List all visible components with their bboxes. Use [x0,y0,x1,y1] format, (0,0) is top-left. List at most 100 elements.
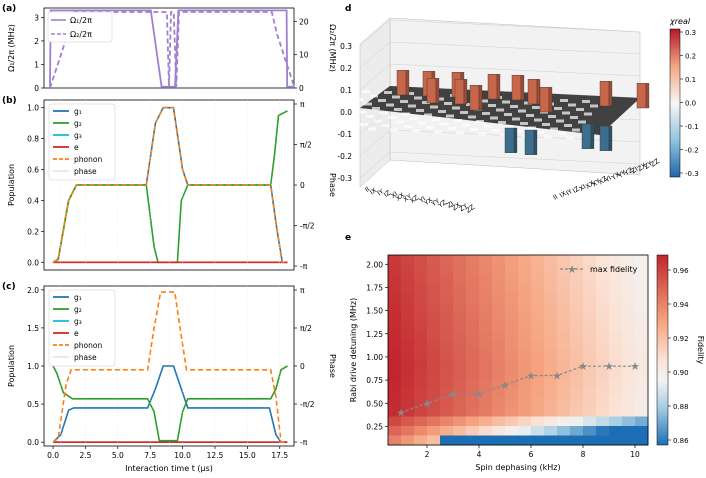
series-c-0 [52,365,288,443]
axis-label-d: ZY [458,202,470,213]
axis-label-d: XX [394,191,406,203]
legend-c-4: phonon [74,341,102,350]
max-fidelity-point-2: ★ [448,388,458,401]
axis-label-d: YY [429,197,441,209]
panel-label-d: d [345,4,351,14]
colorbar-d-ticks: 0.3 0.2 0.1 0.0 -0.1 -0.2 -0.3 [680,29,699,178]
ytick-e: 1.00 [366,353,383,362]
bar-d-5 [426,78,437,104]
ytick-c-left: 1.0 [27,362,39,371]
legend-c-3: e [74,329,79,338]
bar-d-4 [511,75,522,101]
axis-label-d: ZZ [464,203,476,215]
cbtick-e: 0.86 [673,437,689,445]
bars-d [396,70,650,155]
axis-label-d2: YY [616,169,628,181]
xtick-c: 10.0 [174,451,191,460]
legend-e: ★ max fidelity [560,263,638,276]
ztick-d: -0.1 [337,130,352,139]
ytick-a-left: 2 [34,37,39,46]
xtick-e: 8 [581,450,586,459]
legend-b-0: g₁ [74,107,82,116]
ytick-b-left: 0.8 [27,135,39,144]
max-fidelity-point-6: ★ [552,369,562,382]
xtick-c: 12.5 [207,451,224,460]
ticks-b-left: 0.0 0.2 0.4 0.6 0.8 1.0 [27,104,44,267]
bar-d-6 [454,79,465,105]
xtick-e: 10 [630,450,640,459]
legend-b-3: e [74,143,79,152]
cbtick-e: 0.88 [673,403,689,411]
series-b-4 [52,106,288,264]
ticks-a-right: 0 10 20 [294,17,309,93]
xtick-c: 17.5 [271,451,288,460]
bar-d-0 [396,70,407,96]
axis-label-d: IZ [382,188,392,199]
axis-label-d2: ZY [643,159,655,170]
panel-a: (a) 0 1 2 3 0 10 20 Ω₁/2π (MHz) Ω₂/2π (MHz) Ω… [2,4,337,93]
max-fidelity-line: ★ ★ ★ ★ ★ ★ ★ ★ ★ ★ [396,360,640,419]
xlabel-c: Interaction time t (μs) [125,464,213,473]
axis-label-d: II [363,185,371,194]
axis-label-d2: IY [565,187,574,197]
axis-label-d2: II [552,193,560,202]
legend-c: g₁ g₂ g₃ e phonon phase [48,289,116,367]
ytick-e: 0.25 [366,422,383,431]
axis-label-d2: IX [558,189,568,200]
max-fidelity-point-5: ★ [526,369,536,382]
ticks-c-left: 0.0 0.5 1.0 1.5 2.0 [27,286,44,447]
series-group-c [52,286,288,446]
axis-label-d2: XX [584,179,596,191]
ztick-d: -0.2 [337,152,352,161]
ytick-e: 2.00 [366,260,383,269]
axis-label-d2: IZ [571,185,581,196]
bar-d-8 [599,81,610,107]
axis-label-d: YI [417,195,427,206]
ticks-b-right: -π -π/2 0 π/2 π [294,100,315,271]
xtick-c: 7.5 [144,451,156,460]
bar-d-3 [487,74,498,100]
legend-c-5: phase [74,353,97,362]
ytick-e: 1.25 [366,330,383,339]
colorbar-d-label: χreal [669,17,691,26]
ytick-e: 1.50 [366,307,383,316]
colorbar-d [669,28,681,178]
ytick-e: 0.50 [366,399,383,408]
ytick-e: 1.75 [366,283,383,292]
ytick-b-left: 0.6 [27,166,39,175]
cbtick-d: 0.1 [685,76,696,84]
ylabel-c-right: Phase [328,354,337,378]
max-fidelity-point-1: ★ [422,397,432,410]
ylabel-b-left: Population [7,164,16,206]
ytick-a-right: 20 [299,17,309,26]
ticks-c-x: 0.0 2.5 5.0 7.5 10.0 12.5 15.0 17.5 [47,446,288,460]
ytick-a-right: 10 [299,51,309,60]
colorbar-e-ticks: 0.96 0.94 0.92 0.90 0.88 0.86 [668,267,689,445]
legend-b-2: g₃ [74,131,82,140]
xlabel-e: Spin dephasing (kHz) [475,463,560,472]
legend-b-5: phase [74,167,97,176]
legend-c-1: g₂ [74,305,82,314]
cbtick-e: 0.90 [673,369,689,377]
panel-c: (c) 0.0 0.5 1.0 1.5 2.0 -π -π/2 0 π/2 π 0.0 2.5 5.… [2,282,337,473]
axis-label-d: XZ [408,193,420,205]
cbtick-d: 0.2 [685,53,696,61]
ytick-b-right: 0 [300,181,305,190]
panel-label-a: (a) [2,4,16,14]
legend-a-omega1: Ω₁/2π [70,16,92,25]
axis-label-d2: XY [591,177,603,188]
floor-checks [338,90,598,140]
legend-b-4: phonon [74,155,102,164]
ylabel-a-right: Ω₂/2π (MHz) [328,24,337,72]
legend-b-1: g₂ [74,119,82,128]
ytick-c-left: 0.0 [27,438,39,447]
zticks-d: 0.3 0.2 0.1 0.0 -0.1 -0.2 -0.3 [337,42,352,183]
axis-label-d: ZI [445,199,455,209]
heatmap-cells [388,255,649,446]
bar-d-9 [636,83,647,109]
axis-label-d2: ZZ [649,157,661,169]
ticks-e-x: 2 4 6 8 10 [425,445,640,459]
cbtick-e: 0.92 [673,335,689,343]
